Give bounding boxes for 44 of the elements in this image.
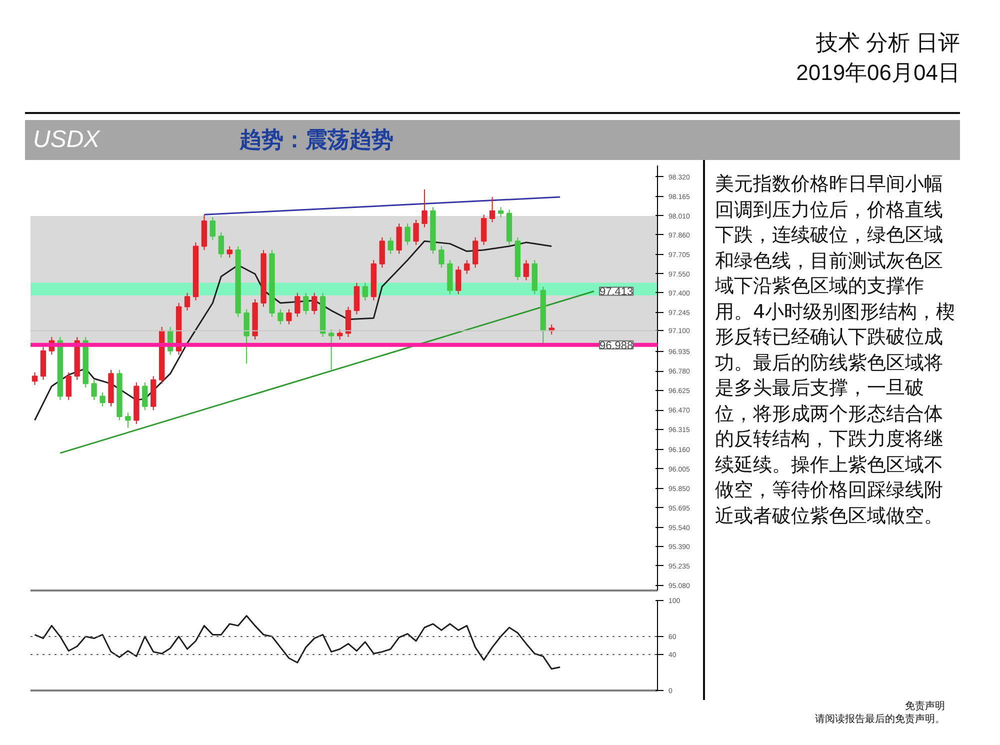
candlestick xyxy=(294,292,300,318)
candlestick xyxy=(396,223,402,254)
candlestick xyxy=(66,372,72,401)
candlestick xyxy=(404,223,410,246)
candlestick xyxy=(184,292,190,312)
text: 技术 分析 日评 xyxy=(816,30,960,55)
candlestick xyxy=(125,412,131,428)
candlestick xyxy=(523,260,529,281)
candlestick xyxy=(244,308,250,364)
candlestick xyxy=(345,306,352,338)
candlestick xyxy=(328,328,334,370)
text: 免责声明 xyxy=(905,701,945,712)
candlestick xyxy=(480,214,487,246)
chart-title: USDX xyxy=(33,126,100,153)
candlestick xyxy=(388,236,394,254)
candlestick xyxy=(226,246,232,258)
candlestick xyxy=(91,379,97,401)
candlestick xyxy=(362,282,368,301)
candlestick xyxy=(100,392,106,407)
candlestick xyxy=(422,188,428,228)
chart-subtitle: 趋势：震荡趋势 xyxy=(240,128,394,153)
candlestick xyxy=(354,282,360,315)
candlestick xyxy=(379,236,385,268)
line-series xyxy=(34,240,552,421)
candlestick xyxy=(472,236,478,268)
candlestick xyxy=(413,219,419,246)
text: 美元指数价格昨日早间小幅回调到压力位后，价格直线下跌，连续破位，绿色区域和绿色线，目前测试灰色区域下沿紫色区域的支撑作用。4小时级别图形结构，楔形反转已经确认下跌破位成功。最后的防线紫色区域将是多头最后支撑，一旦破位，将形成两个形态结合体的反转结构，下跌力度将继续延续。操作上紫色区域不做空，等待价格回踩绿线附近或者破位紫色区域做空。 xyxy=(715,173,956,526)
text: 请阅读报告最后的免责声明。 xyxy=(815,714,945,725)
candlestick xyxy=(142,382,148,411)
text: 2019年06月04日 xyxy=(796,60,960,85)
candlestick xyxy=(312,292,318,315)
candlestick xyxy=(218,232,224,258)
line-series xyxy=(34,615,561,670)
candlestick xyxy=(210,216,216,240)
candlestick xyxy=(278,308,284,325)
candlestick xyxy=(336,328,343,340)
candlestick xyxy=(456,266,462,295)
candlestick xyxy=(438,246,444,268)
candlestick xyxy=(464,260,470,274)
candlestick xyxy=(32,372,38,386)
candlestick xyxy=(303,292,309,315)
candlestick xyxy=(286,308,292,325)
candlestick xyxy=(489,196,496,223)
candlestick xyxy=(498,206,504,218)
